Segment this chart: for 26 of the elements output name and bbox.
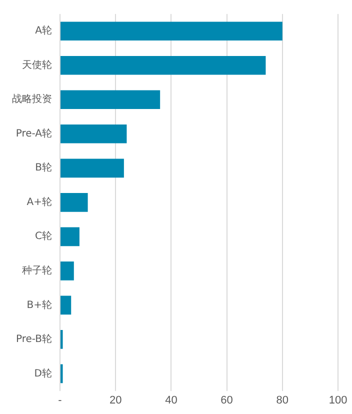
bar bbox=[60, 124, 127, 144]
x-tick-label: 100 bbox=[328, 394, 348, 406]
y-tick-label: B轮 bbox=[35, 162, 52, 174]
y-tick-label: 天使轮 bbox=[22, 58, 52, 71]
y-tick-label: 战略投资 bbox=[12, 93, 52, 106]
x-tick-label: 40 bbox=[165, 394, 178, 406]
y-tick-label: B+轮 bbox=[26, 298, 52, 311]
x-tick-label: 20 bbox=[109, 394, 122, 406]
bar bbox=[60, 90, 160, 110]
x-tick-label: 80 bbox=[276, 394, 289, 406]
y-tick-label: Pre-A轮 bbox=[16, 127, 52, 140]
bar bbox=[60, 296, 72, 315]
y-tick-label: A+轮 bbox=[26, 196, 52, 208]
y-tick-label: C轮 bbox=[35, 230, 52, 242]
bar bbox=[60, 261, 74, 280]
bar bbox=[60, 158, 124, 178]
y-tick-label: D轮 bbox=[34, 367, 52, 380]
y-tick-label: A轮 bbox=[35, 24, 52, 37]
bar bbox=[60, 192, 88, 212]
bar bbox=[60, 22, 282, 41]
x-tick-label: 60 bbox=[220, 394, 233, 406]
x-tick-label: - bbox=[58, 394, 62, 406]
y-tick-label: 种子轮 bbox=[22, 264, 52, 277]
bar bbox=[60, 56, 266, 75]
y-tick-label: Pre-B轮 bbox=[16, 333, 52, 346]
bar bbox=[60, 227, 80, 246]
